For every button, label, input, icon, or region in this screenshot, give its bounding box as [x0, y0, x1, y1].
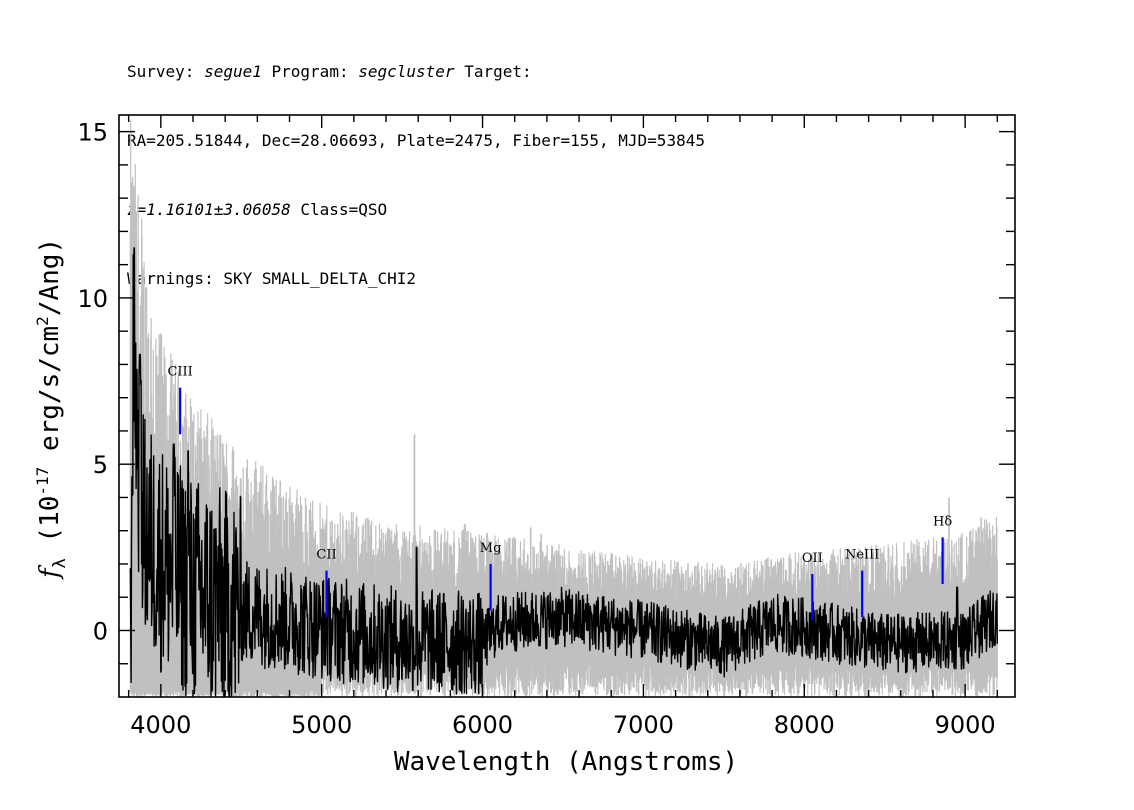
x-tick-label: 5000: [291, 711, 352, 739]
line-marker-mg: Mg: [480, 541, 502, 611]
y-axis-title: fλ (10-17 erg/s/cm2/Ang): [33, 238, 70, 580]
program-value: segcluster: [358, 62, 455, 81]
x-tick-label: 9000: [935, 711, 996, 739]
y-tick-label: 15: [77, 119, 108, 147]
y-tick-label: 10: [77, 285, 108, 313]
class-value: Class=QSO: [300, 200, 388, 219]
survey-label: Survey:: [127, 62, 195, 81]
header-line-3: z=1.16101±3.06058 Class=QSO: [127, 198, 705, 221]
target-label: Target:: [464, 62, 532, 81]
program-label: Program:: [271, 62, 349, 81]
x-tick-label: 7000: [613, 711, 674, 739]
spectrum-header: Survey: segue1 Program: segcluster Targe…: [127, 14, 705, 313]
header-line-1: Survey: segue1 Program: segcluster Targe…: [127, 60, 705, 83]
x-tick-label: 4000: [130, 711, 191, 739]
line-marker-ciii: CIII: [167, 365, 193, 435]
line-markers: CIII CII Mg OII NeIII Hδ: [167, 365, 952, 621]
x-tick-label: 8000: [774, 711, 835, 739]
x-tick-label: 6000: [452, 711, 513, 739]
line-marker-neiii: NeIII: [845, 548, 879, 618]
marker-label: NeIII: [845, 548, 879, 563]
line-marker-oii: OII: [802, 551, 823, 621]
line-marker-cii: CII: [316, 548, 337, 618]
line-marker-hdelta: Hδ: [933, 514, 952, 584]
survey-value: segue1: [204, 62, 262, 81]
x-axis-title: Wavelength (Angstroms): [394, 747, 738, 777]
plot-frame: [118, 114, 1016, 698]
warnings-line: Warnings: SKY SMALL_DELTA_CHI2: [127, 269, 416, 288]
axes: 4000 5000 6000 7000 8000 9000 0 5 10 15: [77, 114, 1016, 739]
redshift-value: z=1.16101±3.06058: [127, 200, 291, 219]
marker-label: CIII: [167, 365, 192, 380]
header-line-2: RA=205.51844, Dec=28.06693, Plate=2475, …: [127, 131, 705, 150]
y-tick-label: 5: [93, 451, 108, 479]
y-tick-label: 0: [93, 617, 108, 645]
plot-area: [129, 119, 998, 697]
marker-label: CII: [316, 548, 336, 563]
marker-label: OII: [802, 551, 823, 566]
flux-spectrum: [129, 247, 998, 697]
marker-label: Mg: [480, 541, 502, 556]
marker-label: Hδ: [933, 514, 952, 529]
